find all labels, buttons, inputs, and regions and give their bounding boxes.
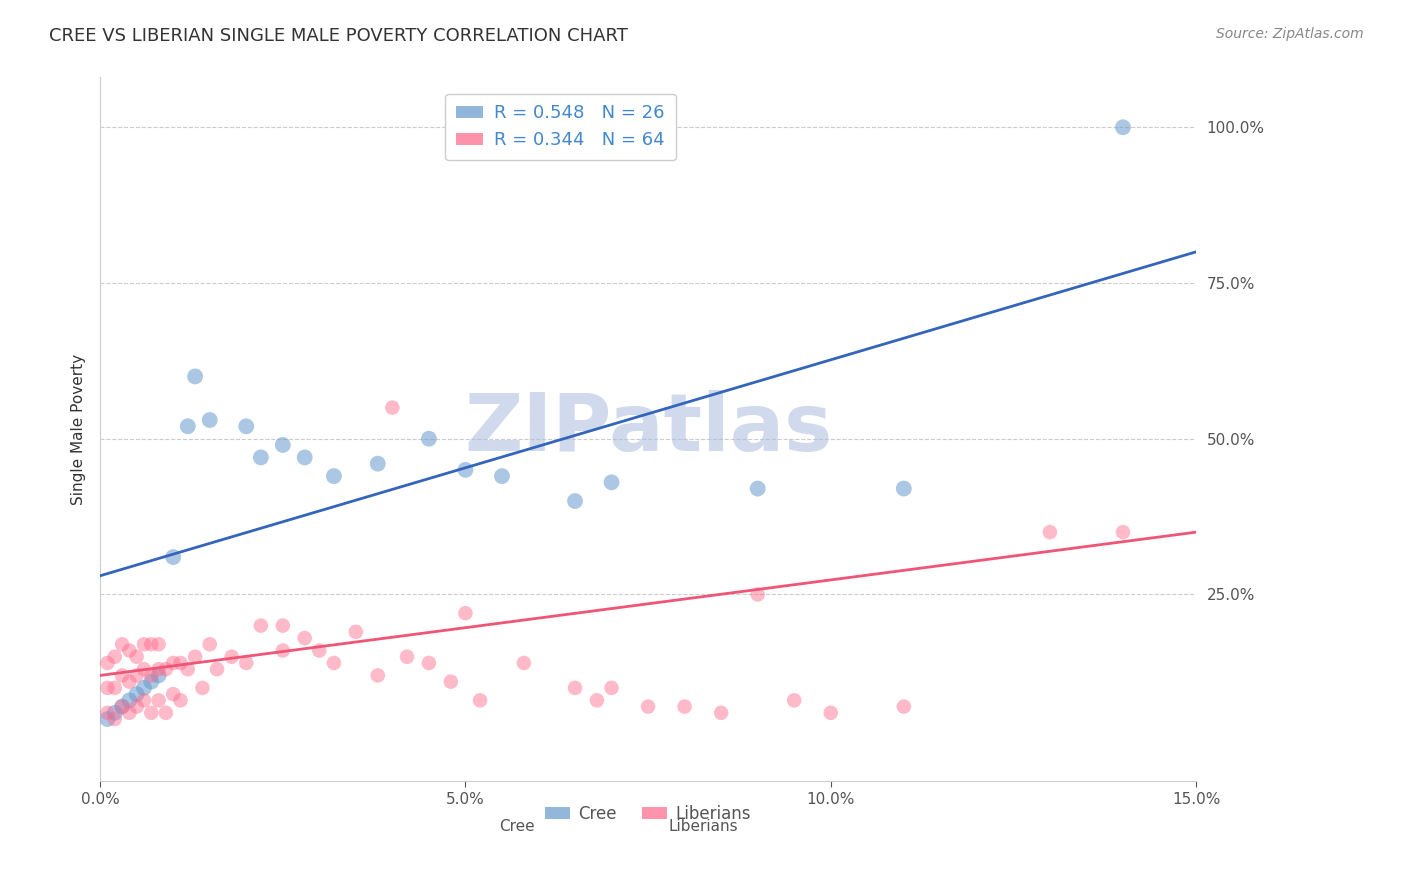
- Point: [118, 643, 141, 657]
- Point: [198, 413, 221, 427]
- Point: [132, 681, 155, 695]
- Point: [141, 674, 163, 689]
- Point: [104, 649, 127, 664]
- Point: [111, 668, 134, 682]
- Text: Source: ZipAtlas.com: Source: ZipAtlas.com: [1216, 27, 1364, 41]
- Point: [141, 637, 163, 651]
- Point: [184, 649, 207, 664]
- Point: [177, 662, 200, 676]
- Text: Cree: Cree: [499, 819, 534, 834]
- Point: [235, 419, 257, 434]
- Point: [1112, 120, 1135, 135]
- Point: [418, 656, 440, 670]
- Point: [235, 656, 257, 670]
- Point: [820, 706, 842, 720]
- Point: [600, 681, 623, 695]
- Point: [294, 450, 316, 465]
- Point: [184, 369, 207, 384]
- Point: [118, 674, 141, 689]
- Point: [148, 668, 170, 682]
- Point: [586, 693, 609, 707]
- Point: [111, 637, 134, 651]
- Point: [381, 401, 404, 415]
- Point: [710, 706, 733, 720]
- Point: [155, 706, 177, 720]
- Y-axis label: Single Male Poverty: Single Male Poverty: [72, 354, 86, 505]
- Point: [132, 693, 155, 707]
- Point: [893, 699, 915, 714]
- Point: [1112, 525, 1135, 540]
- Point: [491, 469, 513, 483]
- Point: [125, 668, 148, 682]
- Point: [747, 587, 769, 601]
- Point: [367, 457, 389, 471]
- Point: [96, 706, 118, 720]
- Point: [271, 618, 294, 632]
- Point: [111, 699, 134, 714]
- Point: [148, 637, 170, 651]
- Point: [637, 699, 659, 714]
- Point: [454, 463, 477, 477]
- Point: [250, 450, 273, 465]
- Point: [205, 662, 228, 676]
- Point: [132, 637, 155, 651]
- Point: [673, 699, 696, 714]
- Point: [96, 712, 118, 726]
- Point: [125, 649, 148, 664]
- Point: [322, 656, 344, 670]
- Point: [308, 643, 330, 657]
- Point: [125, 687, 148, 701]
- Text: ZIPatlas: ZIPatlas: [464, 391, 832, 468]
- Point: [118, 693, 141, 707]
- Point: [221, 649, 243, 664]
- Point: [162, 550, 184, 565]
- Point: [564, 494, 586, 508]
- Point: [454, 606, 477, 620]
- Point: [395, 649, 418, 664]
- Point: [198, 637, 221, 651]
- Point: [783, 693, 806, 707]
- Point: [141, 668, 163, 682]
- Point: [169, 656, 191, 670]
- Point: [111, 699, 134, 714]
- Point: [104, 681, 127, 695]
- Point: [250, 618, 273, 632]
- Point: [600, 475, 623, 490]
- Point: [322, 469, 344, 483]
- Point: [440, 674, 463, 689]
- Text: CREE VS LIBERIAN SINGLE MALE POVERTY CORRELATION CHART: CREE VS LIBERIAN SINGLE MALE POVERTY COR…: [49, 27, 628, 45]
- Point: [96, 681, 118, 695]
- Point: [747, 482, 769, 496]
- Point: [893, 482, 915, 496]
- Legend: Cree, Liberians: Cree, Liberians: [538, 798, 758, 830]
- Point: [564, 681, 586, 695]
- Point: [118, 706, 141, 720]
- Point: [468, 693, 491, 707]
- Point: [191, 681, 214, 695]
- Point: [132, 662, 155, 676]
- Point: [169, 693, 191, 707]
- Point: [125, 699, 148, 714]
- Point: [177, 419, 200, 434]
- Point: [344, 624, 367, 639]
- Point: [162, 656, 184, 670]
- Point: [104, 706, 127, 720]
- Point: [1039, 525, 1062, 540]
- Point: [148, 662, 170, 676]
- Point: [418, 432, 440, 446]
- Point: [271, 643, 294, 657]
- Point: [162, 687, 184, 701]
- Point: [155, 662, 177, 676]
- Point: [367, 668, 389, 682]
- Point: [141, 706, 163, 720]
- Point: [271, 438, 294, 452]
- Point: [513, 656, 536, 670]
- Point: [104, 712, 127, 726]
- Point: [294, 631, 316, 645]
- Point: [96, 656, 118, 670]
- Text: Liberians: Liberians: [668, 819, 738, 834]
- Point: [148, 693, 170, 707]
